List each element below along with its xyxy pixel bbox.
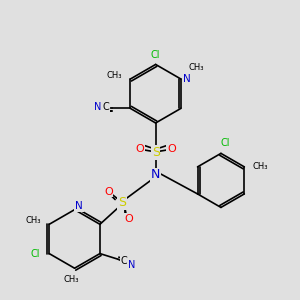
Text: O: O (136, 144, 144, 154)
Text: N: N (94, 102, 101, 112)
Text: CH₃: CH₃ (252, 162, 268, 171)
Text: CH₃: CH₃ (107, 71, 122, 80)
Text: N: N (75, 201, 83, 211)
Text: S: S (118, 196, 126, 209)
Text: N: N (151, 168, 160, 181)
Text: CH₃: CH₃ (189, 63, 205, 72)
Text: Cl: Cl (221, 138, 230, 148)
Text: S: S (152, 146, 160, 159)
Text: C: C (102, 102, 109, 112)
Text: CH₃: CH₃ (26, 216, 41, 225)
Text: O: O (167, 144, 176, 154)
Text: CH₃: CH₃ (63, 275, 79, 284)
Text: C: C (120, 256, 127, 266)
Text: Cl: Cl (151, 50, 160, 60)
Text: O: O (104, 187, 113, 197)
Text: Cl: Cl (31, 249, 40, 259)
Text: N: N (128, 260, 135, 270)
Text: N: N (183, 74, 190, 84)
Text: O: O (124, 214, 133, 224)
